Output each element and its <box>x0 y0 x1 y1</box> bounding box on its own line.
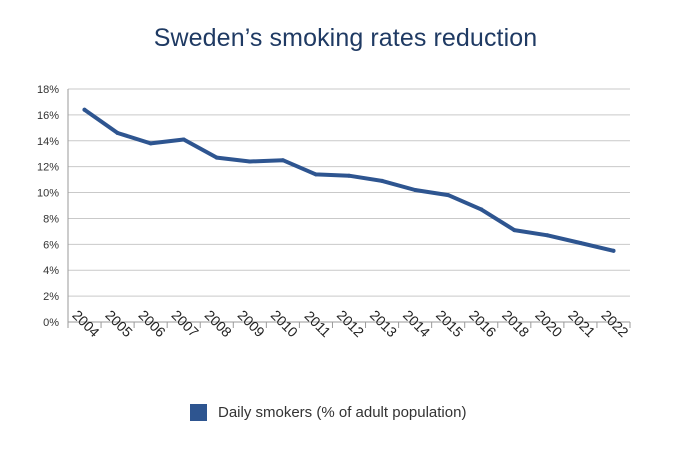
y-tick-label: 18% <box>37 84 59 96</box>
data-point <box>611 248 616 253</box>
data-point <box>280 158 285 163</box>
data-point <box>578 241 583 246</box>
x-axis-ticks: 2004 2005 2006 2007 2008 2009 2010 2011 2012 2013… <box>67 307 632 341</box>
x-tick-label: 2004 <box>69 307 102 340</box>
x-tick-label: 2021 <box>565 307 598 340</box>
chart-title: Sweden’s smoking rates reduction <box>153 24 538 52</box>
legend: Daily smokers (% of adult population) <box>190 404 466 421</box>
x-tick-label: 2014 <box>400 307 433 340</box>
y-tick-label: 6% <box>43 239 59 251</box>
x-tick-label: 2010 <box>268 307 301 340</box>
series-layer <box>82 107 616 253</box>
data-point <box>479 207 484 212</box>
data-point <box>347 173 351 178</box>
data-point <box>545 233 550 238</box>
data-point <box>512 228 517 233</box>
x-tick-label: 2007 <box>169 307 202 340</box>
y-tick-label: 16% <box>37 110 59 122</box>
data-point <box>247 159 252 164</box>
y-tick-label: 14% <box>37 136 59 148</box>
data-point <box>148 141 153 146</box>
x-tick-label: 2022 <box>598 307 631 340</box>
data-point <box>82 107 87 112</box>
data-point <box>181 137 186 142</box>
y-tick-label: 10% <box>37 188 59 200</box>
y-tick-label: 0% <box>43 317 59 329</box>
x-tick-label: 2005 <box>102 307 135 340</box>
data-point <box>214 155 219 160</box>
data-point <box>446 193 451 198</box>
y-tick-label: 2% <box>43 291 59 303</box>
y-tick-label: 8% <box>43 213 59 225</box>
data-point <box>115 131 120 136</box>
y-tick-label: 4% <box>43 265 59 277</box>
data-point <box>380 178 385 183</box>
x-tick-label: 2009 <box>235 307 268 340</box>
x-tick-label: 2015 <box>433 307 466 340</box>
data-point <box>413 187 418 192</box>
x-tick-label: 2018 <box>499 307 532 340</box>
x-tick-label: 2008 <box>202 307 235 340</box>
legend-label: Daily smokers (% of adult population) <box>218 404 467 421</box>
series-line-daily-smokers <box>82 107 616 253</box>
x-tick-label: 2013 <box>367 307 400 340</box>
y-axis-ticks: 0% 2% 4% 6% 8% 10% 12% 14% 16% 18% <box>37 84 59 329</box>
x-tick-label: 2011 <box>302 308 335 341</box>
x-tick-label: 2012 <box>334 307 367 340</box>
x-tick-label: 2006 <box>135 307 168 340</box>
x-tick-label: 2020 <box>532 307 565 340</box>
x-tick-label: 2016 <box>466 307 499 340</box>
gridlines <box>67 88 630 323</box>
legend-swatch <box>190 404 207 421</box>
y-tick-label: 12% <box>37 162 59 174</box>
data-point <box>313 172 318 177</box>
